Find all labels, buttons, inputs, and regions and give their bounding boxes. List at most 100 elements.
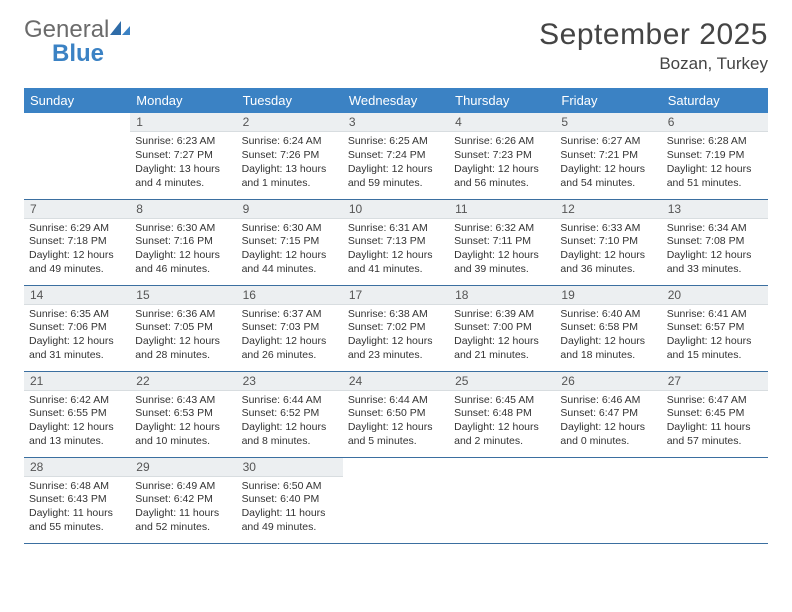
day-number: 7 bbox=[24, 200, 130, 219]
calendar-day-cell: 1Sunrise: 6:23 AMSunset: 7:27 PMDaylight… bbox=[130, 113, 236, 199]
calendar-day-cell: .. bbox=[343, 457, 449, 543]
page-title: September 2025 bbox=[539, 18, 768, 52]
logo: General Blue bbox=[24, 18, 131, 66]
day-number: 15 bbox=[130, 286, 236, 305]
day-details: Sunrise: 6:43 AMSunset: 6:53 PMDaylight:… bbox=[130, 391, 236, 453]
day-number: 24 bbox=[343, 372, 449, 391]
calendar-day-cell: 28Sunrise: 6:48 AMSunset: 6:43 PMDayligh… bbox=[24, 457, 130, 543]
calendar-day-cell: .. bbox=[24, 113, 130, 199]
calendar-day-cell: 10Sunrise: 6:31 AMSunset: 7:13 PMDayligh… bbox=[343, 199, 449, 285]
weekday-header-row: SundayMondayTuesdayWednesdayThursdayFrid… bbox=[24, 88, 768, 113]
day-number: 13 bbox=[662, 200, 768, 219]
day-number: 6 bbox=[662, 113, 768, 132]
header: General Blue September 2025 Bozan, Turke… bbox=[24, 18, 768, 74]
day-number: 9 bbox=[237, 200, 343, 219]
day-number: 27 bbox=[662, 372, 768, 391]
day-number: 1 bbox=[130, 113, 236, 132]
calendar-day-cell: 18Sunrise: 6:39 AMSunset: 7:00 PMDayligh… bbox=[449, 285, 555, 371]
calendar-day-cell: 4Sunrise: 6:26 AMSunset: 7:23 PMDaylight… bbox=[449, 113, 555, 199]
day-details: Sunrise: 6:34 AMSunset: 7:08 PMDaylight:… bbox=[662, 219, 768, 281]
calendar-day-cell: 14Sunrise: 6:35 AMSunset: 7:06 PMDayligh… bbox=[24, 285, 130, 371]
day-number: 5 bbox=[555, 113, 661, 132]
calendar-day-cell: 5Sunrise: 6:27 AMSunset: 7:21 PMDaylight… bbox=[555, 113, 661, 199]
day-details: Sunrise: 6:37 AMSunset: 7:03 PMDaylight:… bbox=[237, 305, 343, 367]
day-details: Sunrise: 6:44 AMSunset: 6:52 PMDaylight:… bbox=[237, 391, 343, 453]
day-number: 2 bbox=[237, 113, 343, 132]
day-number: 25 bbox=[449, 372, 555, 391]
day-number: 23 bbox=[237, 372, 343, 391]
weekday-header: Monday bbox=[130, 88, 236, 113]
day-number: 19 bbox=[555, 286, 661, 305]
weekday-header: Wednesday bbox=[343, 88, 449, 113]
day-details: Sunrise: 6:46 AMSunset: 6:47 PMDaylight:… bbox=[555, 391, 661, 453]
day-number: 22 bbox=[130, 372, 236, 391]
day-number: 3 bbox=[343, 113, 449, 132]
day-number: 29 bbox=[130, 458, 236, 477]
logo-text-general: General bbox=[24, 16, 109, 43]
calendar-day-cell: .. bbox=[555, 457, 661, 543]
weekday-header: Sunday bbox=[24, 88, 130, 113]
weekday-header: Thursday bbox=[449, 88, 555, 113]
day-details: Sunrise: 6:45 AMSunset: 6:48 PMDaylight:… bbox=[449, 391, 555, 453]
calendar-day-cell: 15Sunrise: 6:36 AMSunset: 7:05 PMDayligh… bbox=[130, 285, 236, 371]
logo-text-blue: Blue bbox=[52, 40, 104, 67]
calendar-day-cell: .. bbox=[662, 457, 768, 543]
calendar-day-cell: 30Sunrise: 6:50 AMSunset: 6:40 PMDayligh… bbox=[237, 457, 343, 543]
day-details: Sunrise: 6:24 AMSunset: 7:26 PMDaylight:… bbox=[237, 132, 343, 194]
day-number: 30 bbox=[237, 458, 343, 477]
day-number: 16 bbox=[237, 286, 343, 305]
day-number: 12 bbox=[555, 200, 661, 219]
day-number: 17 bbox=[343, 286, 449, 305]
calendar-day-cell: 2Sunrise: 6:24 AMSunset: 7:26 PMDaylight… bbox=[237, 113, 343, 199]
title-block: September 2025 Bozan, Turkey bbox=[539, 18, 768, 74]
day-details: Sunrise: 6:38 AMSunset: 7:02 PMDaylight:… bbox=[343, 305, 449, 367]
day-number: 20 bbox=[662, 286, 768, 305]
calendar-day-cell: 19Sunrise: 6:40 AMSunset: 6:58 PMDayligh… bbox=[555, 285, 661, 371]
calendar-day-cell: 7Sunrise: 6:29 AMSunset: 7:18 PMDaylight… bbox=[24, 199, 130, 285]
day-details: Sunrise: 6:29 AMSunset: 7:18 PMDaylight:… bbox=[24, 219, 130, 281]
day-details: Sunrise: 6:39 AMSunset: 7:00 PMDaylight:… bbox=[449, 305, 555, 367]
day-number: 10 bbox=[343, 200, 449, 219]
day-number: 18 bbox=[449, 286, 555, 305]
calendar-day-cell: 29Sunrise: 6:49 AMSunset: 6:42 PMDayligh… bbox=[130, 457, 236, 543]
calendar-body: ..1Sunrise: 6:23 AMSunset: 7:27 PMDaylig… bbox=[24, 113, 768, 543]
day-number: 8 bbox=[130, 200, 236, 219]
calendar-week-row: 7Sunrise: 6:29 AMSunset: 7:18 PMDaylight… bbox=[24, 199, 768, 285]
day-details: Sunrise: 6:23 AMSunset: 7:27 PMDaylight:… bbox=[130, 132, 236, 194]
calendar-day-cell: .. bbox=[449, 457, 555, 543]
day-details: Sunrise: 6:35 AMSunset: 7:06 PMDaylight:… bbox=[24, 305, 130, 367]
day-details: Sunrise: 6:48 AMSunset: 6:43 PMDaylight:… bbox=[24, 477, 130, 539]
calendar-day-cell: 20Sunrise: 6:41 AMSunset: 6:57 PMDayligh… bbox=[662, 285, 768, 371]
calendar-day-cell: 26Sunrise: 6:46 AMSunset: 6:47 PMDayligh… bbox=[555, 371, 661, 457]
calendar-day-cell: 6Sunrise: 6:28 AMSunset: 7:19 PMDaylight… bbox=[662, 113, 768, 199]
weekday-header: Tuesday bbox=[237, 88, 343, 113]
day-number: 28 bbox=[24, 458, 130, 477]
day-details: Sunrise: 6:47 AMSunset: 6:45 PMDaylight:… bbox=[662, 391, 768, 453]
calendar-week-row: 14Sunrise: 6:35 AMSunset: 7:06 PMDayligh… bbox=[24, 285, 768, 371]
calendar-day-cell: 3Sunrise: 6:25 AMSunset: 7:24 PMDaylight… bbox=[343, 113, 449, 199]
calendar-week-row: 21Sunrise: 6:42 AMSunset: 6:55 PMDayligh… bbox=[24, 371, 768, 457]
calendar-day-cell: 21Sunrise: 6:42 AMSunset: 6:55 PMDayligh… bbox=[24, 371, 130, 457]
day-details: Sunrise: 6:36 AMSunset: 7:05 PMDaylight:… bbox=[130, 305, 236, 367]
day-details: Sunrise: 6:41 AMSunset: 6:57 PMDaylight:… bbox=[662, 305, 768, 367]
calendar-day-cell: 12Sunrise: 6:33 AMSunset: 7:10 PMDayligh… bbox=[555, 199, 661, 285]
calendar-week-row: 28Sunrise: 6:48 AMSunset: 6:43 PMDayligh… bbox=[24, 457, 768, 543]
calendar-week-row: ..1Sunrise: 6:23 AMSunset: 7:27 PMDaylig… bbox=[24, 113, 768, 199]
day-number: 11 bbox=[449, 200, 555, 219]
location-subtitle: Bozan, Turkey bbox=[539, 54, 768, 74]
day-details: Sunrise: 6:26 AMSunset: 7:23 PMDaylight:… bbox=[449, 132, 555, 194]
day-number: 14 bbox=[24, 286, 130, 305]
day-details: Sunrise: 6:30 AMSunset: 7:15 PMDaylight:… bbox=[237, 219, 343, 281]
calendar-day-cell: 8Sunrise: 6:30 AMSunset: 7:16 PMDaylight… bbox=[130, 199, 236, 285]
day-details: Sunrise: 6:50 AMSunset: 6:40 PMDaylight:… bbox=[237, 477, 343, 539]
day-details: Sunrise: 6:31 AMSunset: 7:13 PMDaylight:… bbox=[343, 219, 449, 281]
day-details: Sunrise: 6:33 AMSunset: 7:10 PMDaylight:… bbox=[555, 219, 661, 281]
calendar-day-cell: 25Sunrise: 6:45 AMSunset: 6:48 PMDayligh… bbox=[449, 371, 555, 457]
day-details: Sunrise: 6:27 AMSunset: 7:21 PMDaylight:… bbox=[555, 132, 661, 194]
day-number: 21 bbox=[24, 372, 130, 391]
calendar-day-cell: 11Sunrise: 6:32 AMSunset: 7:11 PMDayligh… bbox=[449, 199, 555, 285]
day-details: Sunrise: 6:28 AMSunset: 7:19 PMDaylight:… bbox=[662, 132, 768, 194]
calendar-day-cell: 27Sunrise: 6:47 AMSunset: 6:45 PMDayligh… bbox=[662, 371, 768, 457]
calendar-day-cell: 13Sunrise: 6:34 AMSunset: 7:08 PMDayligh… bbox=[662, 199, 768, 285]
weekday-header: Saturday bbox=[662, 88, 768, 113]
